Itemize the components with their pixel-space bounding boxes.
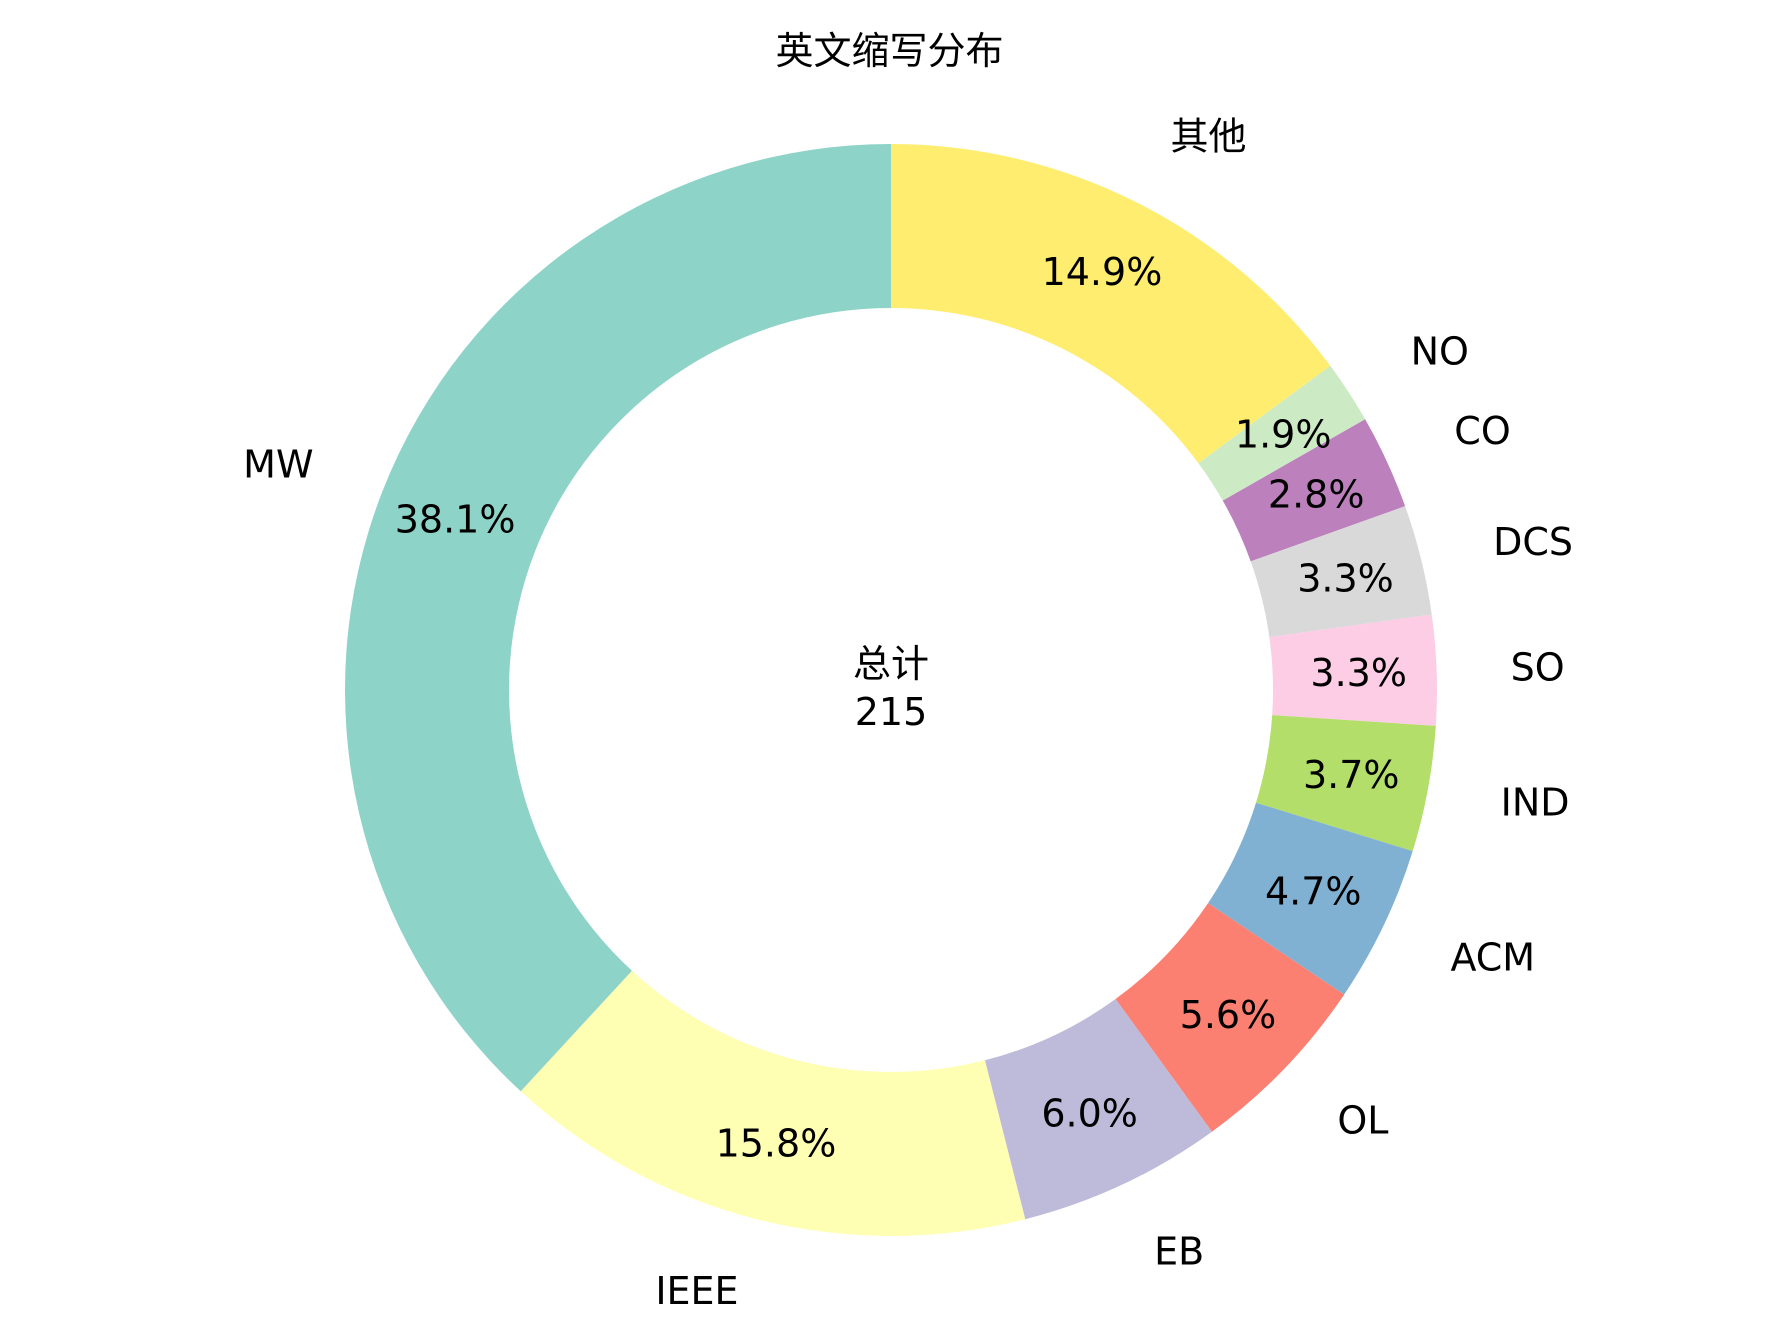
- category-label-其他: 其他: [1170, 115, 1246, 159]
- slices-group: [344, 144, 1438, 1236]
- percent-label-mw: 38.1%: [395, 498, 516, 542]
- slice-co: [1222, 419, 1406, 562]
- slice-ind: [1255, 715, 1436, 852]
- center-total-value: 215: [855, 690, 928, 734]
- slice-no: [1198, 365, 1366, 501]
- slice-eb: [984, 999, 1212, 1220]
- percent-label-co: 2.8%: [1268, 472, 1365, 516]
- percent-label-acm: 4.7%: [1265, 870, 1362, 914]
- category-label-ind: IND: [1501, 781, 1570, 825]
- percent-label-ind: 3.7%: [1303, 753, 1400, 797]
- slice-so: [1269, 614, 1438, 726]
- category-label-co: CO: [1454, 409, 1510, 453]
- outer-labels-group: 其他 NO CO DCS SO IND ACM OL EB IEEE MW: [243, 115, 1573, 1313]
- percent-label-ieee: 15.8%: [716, 1122, 837, 1166]
- category-label-no: NO: [1411, 330, 1469, 374]
- percent-label-so: 3.3%: [1310, 651, 1407, 695]
- slice-acm: [1208, 802, 1413, 995]
- percent-label-其他: 14.9%: [1042, 250, 1163, 294]
- slice-ieee: [520, 970, 1026, 1236]
- slice-其他: [891, 144, 1331, 464]
- category-label-ieee: IEEE: [655, 1269, 738, 1313]
- slice-mw: [344, 144, 891, 1092]
- slice-dcs: [1250, 506, 1432, 638]
- category-label-mw: MW: [243, 442, 313, 486]
- category-label-eb: EB: [1154, 1229, 1204, 1273]
- category-label-acm: ACM: [1450, 935, 1535, 979]
- category-label-so: SO: [1511, 645, 1565, 689]
- percent-label-eb: 6.0%: [1041, 1092, 1138, 1136]
- chart-title: 英文缩写分布: [775, 29, 1003, 73]
- pct-labels-group: 14.9% 1.9% 2.8% 3.3% 3.3% 3.7% 4.7% 5.6% 6.0% 15.…: [395, 250, 1407, 1165]
- slice-ol: [1115, 903, 1345, 1132]
- category-label-dcs: DCS: [1493, 520, 1573, 564]
- percent-label-no: 1.9%: [1235, 413, 1332, 457]
- center-total-label: 总计: [853, 642, 929, 686]
- percent-label-dcs: 3.3%: [1297, 556, 1394, 600]
- percent-label-ol: 5.6%: [1180, 993, 1277, 1037]
- category-label-ol: OL: [1337, 1098, 1388, 1142]
